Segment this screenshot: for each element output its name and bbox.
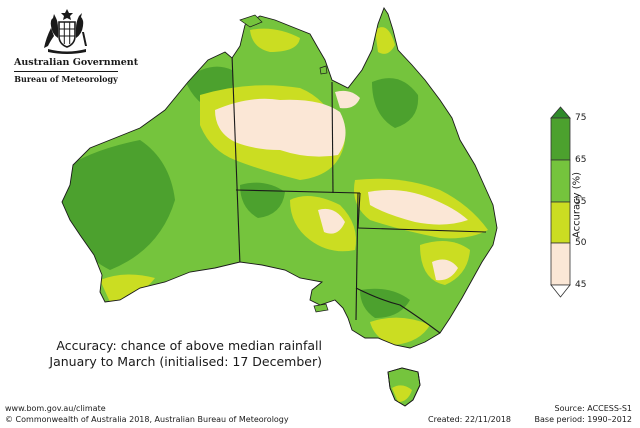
zone-50-55-topend <box>250 28 300 52</box>
coat-of-arms-icon <box>44 9 87 54</box>
zone-65-75-west <box>62 140 175 270</box>
zone-45-50-east <box>368 190 468 225</box>
melville-island <box>239 14 263 28</box>
tasmania-coastline <box>387 367 421 407</box>
state-borders <box>231 54 487 334</box>
zone-45-50-north <box>215 98 346 157</box>
legend-tick-75: 75 <box>575 113 587 123</box>
mainland-coastline <box>61 7 498 349</box>
zone-50-55-wa-coast <box>100 274 155 302</box>
government-logo: Australian Government Bureau of Meteorol… <box>14 8 139 84</box>
kangaroo-island <box>313 303 329 313</box>
groote-eylandt <box>319 65 328 75</box>
legend-tick-55: 55 <box>575 197 587 207</box>
government-name: Australian Government <box>14 57 139 68</box>
zone-50-55-tasmania <box>392 385 412 402</box>
zone-50-55-capeyork <box>375 27 395 54</box>
legend-tick-50: 50 <box>575 238 587 248</box>
map-title-line2: January to March (initialised: 17 Decemb… <box>49 354 322 369</box>
zone-45-50-qld-north <box>335 90 360 109</box>
zone-50-55-victoria <box>370 317 430 345</box>
legend-tick-65: 65 <box>575 155 587 165</box>
zone-65-75-central <box>240 182 285 218</box>
zone-65-75-queensland <box>372 78 419 128</box>
map-caption: Accuracy: chance of above median rainfal… <box>40 338 322 370</box>
footer-base-period: Base period: 1990–2012 <box>534 415 632 424</box>
zone-45-50-nsw <box>432 259 458 281</box>
map-title-line1: Accuracy: chance of above median rainfal… <box>56 338 322 353</box>
footer-url[interactable]: www.bom.gov.au/climate <box>5 404 106 413</box>
zone-45-50-sa <box>318 208 345 234</box>
agency-name: Bureau of Meteorology <box>14 71 118 84</box>
legend-tick-45: 45 <box>575 280 587 290</box>
footer-created: Created: 22/11/2018 <box>428 415 512 424</box>
footer-source: Source: ACCESS-S1 <box>554 404 632 413</box>
footer-copyright: © Commonwealth of Australia 2018, Austra… <box>5 415 289 424</box>
